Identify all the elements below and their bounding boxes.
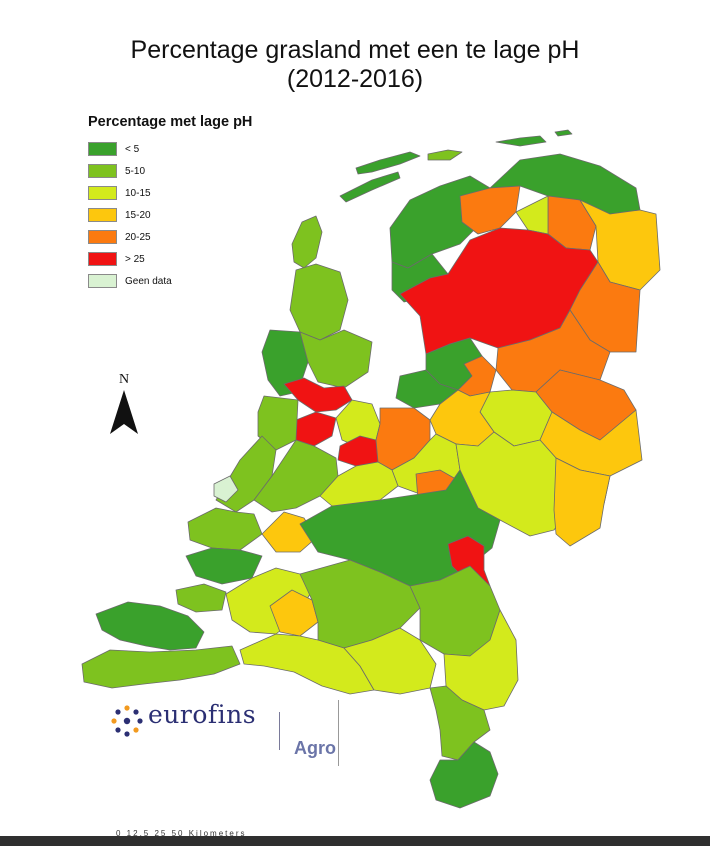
logo-divider	[279, 712, 280, 750]
legend-item: 20-25	[88, 226, 252, 248]
island-ameland	[427, 149, 463, 161]
region-noord-holland-mid	[299, 329, 373, 389]
legend-label: 10-15	[125, 187, 151, 199]
region-groningen-lime	[515, 195, 549, 235]
north-arrow: N	[106, 372, 142, 443]
region-friesland-orange	[459, 185, 521, 235]
map-legend: Percentage met lage pH < 5 5-10 10-15 15…	[88, 114, 252, 292]
legend-item: 10-15	[88, 182, 252, 204]
island-rottum	[554, 129, 573, 137]
region-geen-data	[213, 475, 239, 503]
logo-division: Agro	[294, 738, 336, 758]
legend-label: < 5	[125, 143, 140, 155]
island-texel	[291, 215, 323, 269]
region-noord-holland-north	[289, 263, 349, 341]
legend-item: < 5	[88, 138, 252, 160]
map-title: Percentage grasland met een te lage pH (…	[0, 36, 710, 94]
legend-item: 5-10	[88, 160, 252, 182]
eurofins-dots-icon	[111, 705, 143, 737]
legend-swatch	[88, 230, 117, 244]
region-groningen-yellow	[579, 199, 661, 291]
logo-divider-right	[338, 700, 339, 766]
region-limburg-south	[429, 741, 499, 809]
island-vlieland	[339, 171, 401, 203]
legend-swatch	[88, 142, 117, 156]
region-walcheren	[95, 601, 205, 651]
region-schouwen	[175, 583, 227, 613]
legend-label: 5-10	[125, 165, 146, 177]
title-line-2: (2012-2016)	[286, 65, 424, 93]
legend-label: 15-20	[125, 209, 151, 221]
bottom-bar	[0, 836, 710, 846]
region-zeeuws-vlaanderen	[81, 645, 241, 689]
legend-swatch	[88, 208, 117, 222]
region-eindhoven	[343, 627, 437, 695]
legend-label: Geen data	[125, 275, 172, 287]
island-terschelling	[355, 151, 421, 175]
scale-bar-label: 0 12,5 25 50 Kilometers	[116, 829, 247, 838]
title-line-1: Percentage grasland met een te lage pH	[130, 36, 580, 64]
legend-item: Geen data	[88, 270, 252, 292]
legend-label: > 25	[125, 253, 145, 265]
legend-title: Percentage met lage pH	[88, 114, 253, 130]
legend-swatch	[88, 274, 117, 288]
region-overijssel-orange	[495, 309, 611, 393]
region-zuid-holland-mid	[253, 439, 339, 513]
region-zeeland-islands	[185, 547, 263, 585]
legend-item: > 25	[88, 248, 252, 270]
logo-brand: eurofins	[148, 700, 257, 729]
legend-label: 20-25	[125, 231, 151, 243]
legend-swatch	[88, 252, 117, 266]
region-amsterdam	[295, 411, 337, 447]
legend-item: 15-20	[88, 204, 252, 226]
legend-swatch	[88, 164, 117, 178]
island-schiermonnikoog	[495, 135, 547, 147]
north-arrow-icon	[110, 390, 138, 434]
legend-swatch	[88, 186, 117, 200]
north-letter: N	[118, 372, 130, 387]
region-zeeland-north	[187, 507, 263, 551]
region-achterhoek-yellow	[553, 457, 611, 547]
